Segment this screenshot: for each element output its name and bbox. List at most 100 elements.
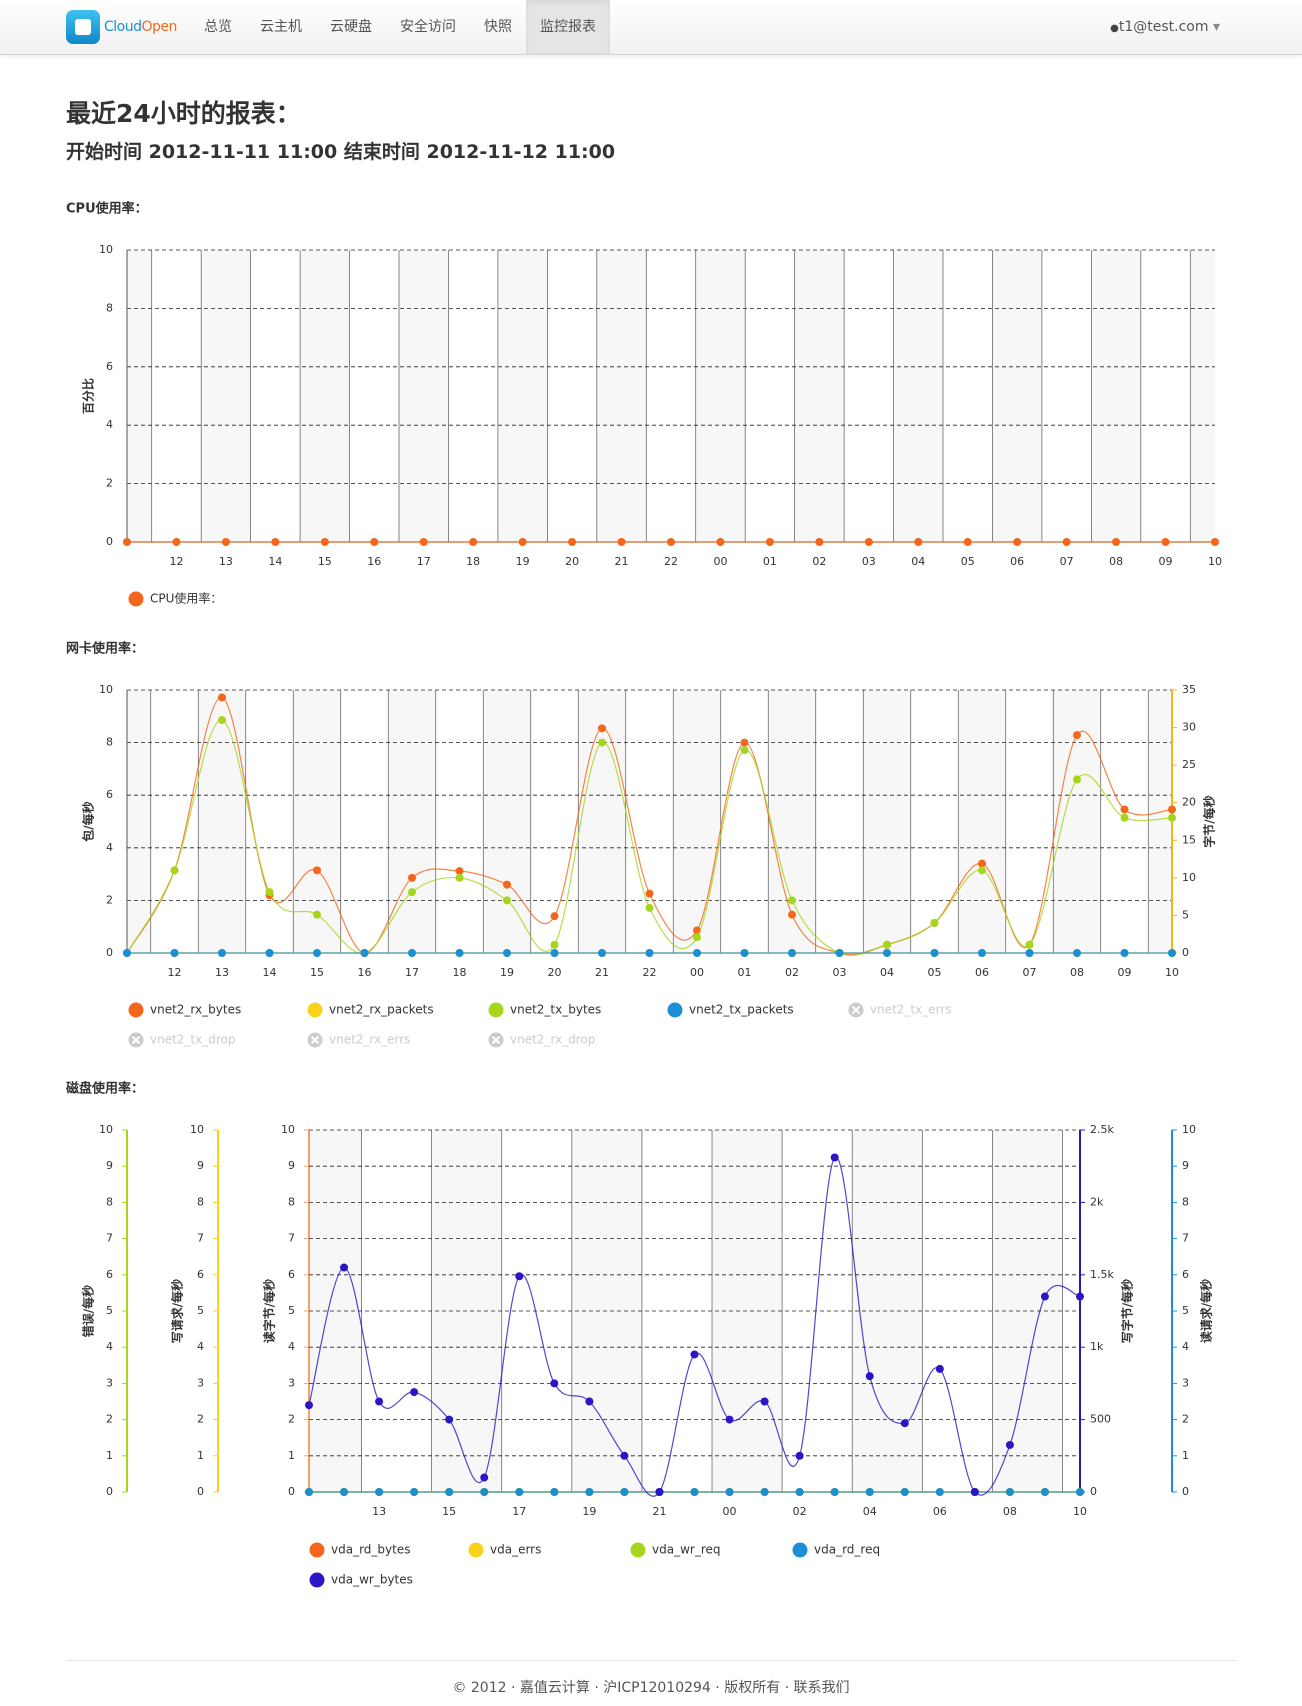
x-tick-label: 06 xyxy=(933,1505,947,1518)
data-point xyxy=(1013,538,1022,546)
nav-link[interactable]: 快照 xyxy=(484,19,512,35)
y-tick-label: 3 xyxy=(288,1376,295,1389)
x-tick-label: 02 xyxy=(812,555,826,568)
data-point xyxy=(978,949,986,957)
legend-label[interactable]: vnet2_tx_errs xyxy=(870,1003,952,1017)
series-line xyxy=(126,696,1173,956)
x-tick-label: 00 xyxy=(723,1505,737,1518)
legend-marker[interactable] xyxy=(128,591,144,607)
legend-marker[interactable] xyxy=(667,1002,683,1018)
plot-band xyxy=(673,690,721,953)
x-tick-label: 17 xyxy=(405,966,419,979)
y-tick-label: 2 xyxy=(1182,1413,1189,1426)
nav-link[interactable]: 监控报表 xyxy=(526,0,610,54)
y-tick-label: 5 xyxy=(1182,1304,1189,1317)
legend-marker[interactable] xyxy=(488,1002,504,1018)
legend-label[interactable]: vda_wr_req xyxy=(652,1543,721,1557)
logo[interactable]: Cloud Open xyxy=(66,10,177,44)
axis-label: 包/每秒 xyxy=(81,801,96,842)
plot-band xyxy=(201,250,251,542)
nav-link[interactable]: 安全访问 xyxy=(400,19,456,35)
legend-label[interactable]: vda_errs xyxy=(490,1543,541,1557)
y-tick-label: 8 xyxy=(288,1195,295,1208)
plot-band xyxy=(958,690,1006,953)
plot-band xyxy=(794,250,845,542)
legend-marker[interactable] xyxy=(468,1542,484,1558)
legend-label[interactable]: vnet2_tx_drop xyxy=(150,1033,235,1047)
plot-band xyxy=(399,250,449,542)
x-tick-label: 07 xyxy=(1023,966,1037,979)
plot-band xyxy=(1148,690,1172,953)
legend-marker[interactable] xyxy=(630,1542,646,1558)
y2-tick-label: 35 xyxy=(1182,683,1196,696)
data-point xyxy=(788,896,796,905)
y-tick-label: 4 xyxy=(106,1340,113,1353)
data-point xyxy=(1120,805,1129,814)
legend-marker[interactable] xyxy=(307,1002,323,1018)
x-tick-label: 10 xyxy=(1165,966,1179,979)
x-tick-label: 06 xyxy=(975,966,989,979)
data-point xyxy=(445,1415,454,1424)
legend-marker[interactable] xyxy=(309,1542,325,1558)
section-title: CPU使用率： xyxy=(66,201,148,217)
legend-label[interactable]: CPU使用率： xyxy=(150,591,222,606)
data-point xyxy=(550,1379,559,1388)
x-tick-label: 17 xyxy=(512,1505,526,1518)
legend-label[interactable]: vnet2_rx_drop xyxy=(510,1033,595,1047)
y-tick-label: 10 xyxy=(99,683,113,696)
x-tick-label: 18 xyxy=(453,966,467,979)
nav-link[interactable]: 云主机 xyxy=(260,19,302,35)
data-point xyxy=(835,949,844,957)
data-point xyxy=(305,1488,313,1496)
data-point xyxy=(1161,538,1170,546)
x-tick-label: 19 xyxy=(582,1505,596,1518)
nav-link[interactable]: 总览 xyxy=(204,19,232,35)
page-subtitle: 开始时间 2012-11-11 11:00 结束时间 2012-11-12 11… xyxy=(66,141,616,163)
x-tick-label: 03 xyxy=(833,966,847,979)
legend-marker[interactable] xyxy=(128,1002,144,1018)
legend-label[interactable]: vda_rd_req xyxy=(814,1543,880,1557)
x-tick-label: 06 xyxy=(1010,555,1024,568)
legend-marker[interactable] xyxy=(792,1542,808,1558)
legend-label[interactable]: vda_wr_bytes xyxy=(331,1573,413,1587)
data-point xyxy=(795,1451,804,1460)
data-point xyxy=(408,873,416,882)
legend-label[interactable]: vnet2_rx_packets xyxy=(329,1003,434,1017)
data-point xyxy=(788,949,796,957)
data-point xyxy=(170,866,179,875)
x-tick-label: 10 xyxy=(1208,555,1222,568)
x-tick-label: 13 xyxy=(372,1505,386,1518)
axis-label: 读请求/每秒 xyxy=(1199,1279,1214,1343)
y-tick-label: 5 xyxy=(197,1304,204,1317)
legend-label[interactable]: vda_rd_bytes xyxy=(331,1543,410,1557)
x-tick-label: 22 xyxy=(664,555,678,568)
data-point xyxy=(550,912,559,921)
data-point xyxy=(935,1488,944,1496)
x-tick-label: 08 xyxy=(1109,555,1123,568)
legend-marker[interactable] xyxy=(309,1572,325,1588)
legend-label[interactable]: vnet2_tx_packets xyxy=(689,1003,794,1017)
data-point xyxy=(598,949,606,957)
data-point xyxy=(900,1488,909,1496)
data-point xyxy=(360,949,369,957)
legend-label[interactable]: vnet2_rx_bytes xyxy=(150,1003,241,1017)
axis-label: 错误/每秒 xyxy=(81,1285,96,1337)
data-point xyxy=(645,949,654,957)
x-tick-label: 13 xyxy=(219,555,233,568)
data-point xyxy=(760,1488,769,1496)
page-title: 最近24小时的报表： xyxy=(66,99,301,128)
data-point xyxy=(740,949,749,957)
plot-band xyxy=(127,250,152,542)
data-point xyxy=(693,949,701,957)
data-point xyxy=(883,940,891,949)
y-tick-label: 6 xyxy=(106,788,113,801)
legend-label[interactable]: vnet2_tx_bytes xyxy=(510,1003,601,1017)
nav-link[interactable]: 云硬盘 xyxy=(330,19,372,35)
legend-label[interactable]: vnet2_rx_errs xyxy=(329,1033,410,1047)
data-point xyxy=(218,693,226,702)
y-tick-label: 1 xyxy=(1182,1449,1189,1462)
data-point xyxy=(370,538,379,546)
data-point xyxy=(864,538,873,546)
user-menu[interactable]: t1@test.com xyxy=(1110,0,1220,56)
